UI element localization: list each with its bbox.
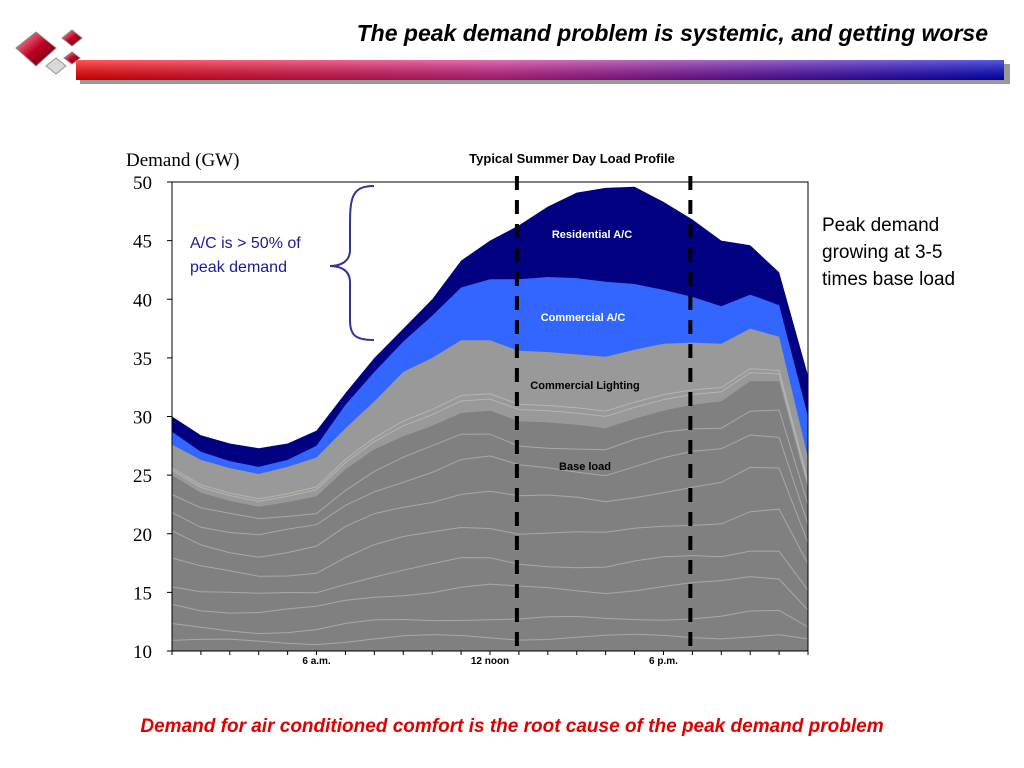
title-underline-bar xyxy=(76,60,1010,84)
logo-diamond-large xyxy=(15,31,57,67)
area-label: Commercial Lighting xyxy=(530,380,639,392)
y-tick-label: 20 xyxy=(133,525,152,546)
area-label: Base load xyxy=(559,461,611,473)
callout-brace xyxy=(329,185,375,341)
y-tick-label: 45 xyxy=(133,232,152,253)
chart-axes: 10 15 20 25 30 35 40 45 50 6 a.m. 12 noon 6 p.m. Dem… xyxy=(126,150,809,667)
callout-right-line3: times base load xyxy=(822,269,955,290)
base-load-stratum-line xyxy=(171,576,809,614)
chart-areas xyxy=(172,186,808,651)
x-tick-label: 6 a.m. xyxy=(302,656,331,667)
y-tick-label: 50 xyxy=(133,173,152,194)
area-label: Commercial A/C xyxy=(541,312,626,324)
base-load-stratum-line xyxy=(171,609,809,635)
company-logo xyxy=(15,29,83,75)
base-load-stratum-line xyxy=(171,550,809,594)
chart-callouts: A/C is > 50% of peak demand Peak demand gro… xyxy=(190,185,955,341)
y-tick-label: 40 xyxy=(133,290,152,311)
lighting-stratum-line xyxy=(171,368,809,500)
y-tick-label: 35 xyxy=(133,349,152,370)
area-base-load xyxy=(172,381,808,651)
base-load-stratum-line xyxy=(171,508,809,577)
y-tick-label: 10 xyxy=(133,642,152,663)
y-axis-label: Demand (GW) xyxy=(126,150,239,171)
callout-right-line1: Peak demand xyxy=(822,215,939,236)
base-load-strata xyxy=(171,368,809,646)
x-tick-label: 6 p.m. xyxy=(649,656,678,667)
slide-title: The peak demand problem is systemic, and… xyxy=(356,20,988,46)
base-load-stratum-line xyxy=(171,466,809,558)
chart-title: Typical Summer Day Load Profile xyxy=(469,151,675,166)
area-label: Residential A/C xyxy=(552,229,632,241)
callout-left-line1: A/C is > 50% of xyxy=(190,235,301,252)
y-tick-label: 25 xyxy=(133,466,152,487)
y-tick-label: 15 xyxy=(133,583,152,604)
chart-labels: Residential A/C Commercial A/C Commercial … xyxy=(530,229,639,473)
base-load-stratum-line xyxy=(171,409,809,520)
footer-note: Demand for air conditioned comfort is th… xyxy=(140,716,884,737)
x-tick-label: 12 noon xyxy=(471,656,509,667)
base-load-stratum-line xyxy=(171,434,809,536)
lighting-stratum-line xyxy=(171,372,809,502)
callout-right-line2: growing at 3-5 xyxy=(822,242,942,263)
base-load-stratum-line xyxy=(171,633,809,646)
y-tick-label: 30 xyxy=(133,408,152,429)
callout-left-line2: peak demand xyxy=(190,259,287,276)
peak-window-lines xyxy=(514,176,693,651)
